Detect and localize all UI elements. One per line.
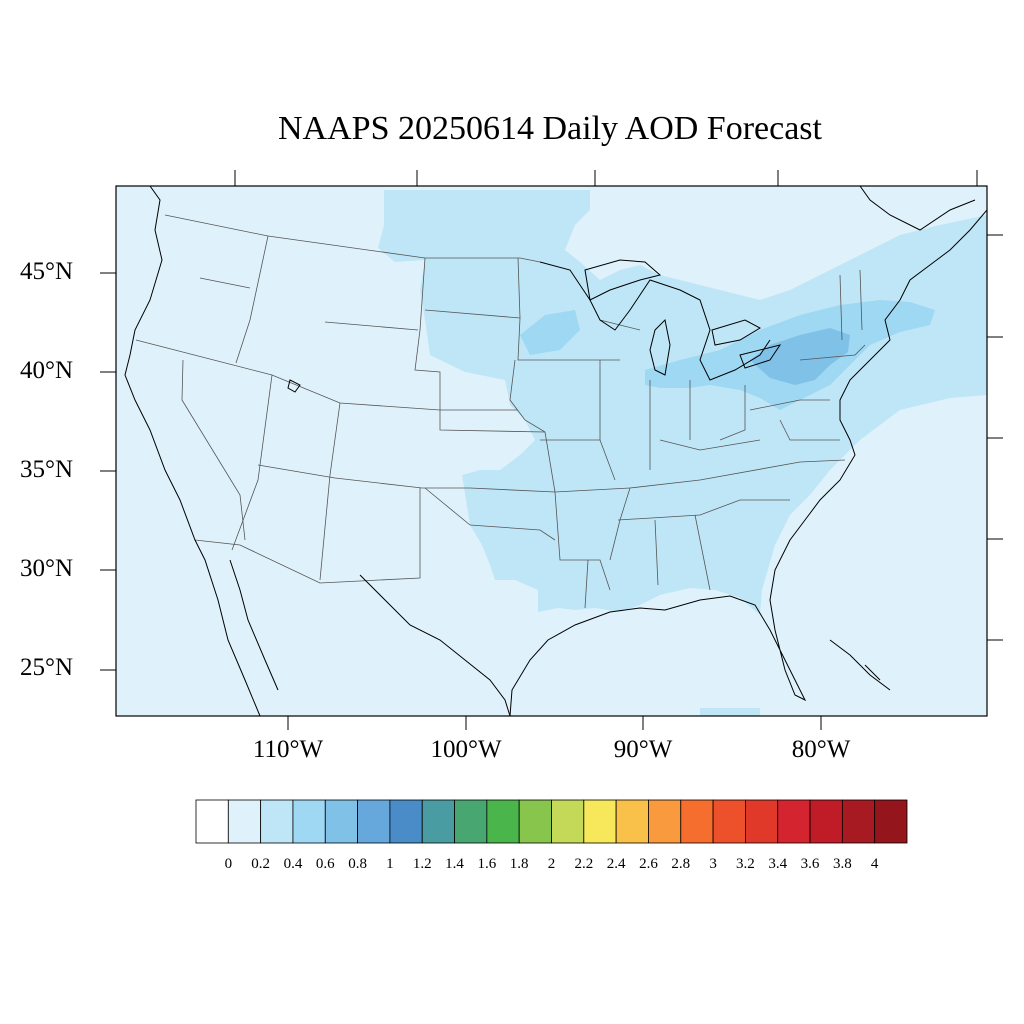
colorbar-swatch — [518, 799, 552, 844]
colorbar-label: 3.8 — [832, 856, 852, 872]
lon-label-110w: 110°W — [252, 736, 324, 763]
colorbar-swatch — [486, 799, 520, 844]
colorbar-swatch — [615, 799, 649, 844]
aod-region-light — [378, 190, 987, 615]
colorbar-swatch — [841, 799, 876, 844]
colorbar-label: 2.6 — [639, 856, 658, 872]
aod-region-high — [750, 328, 850, 385]
colorbar-label: 0.8 — [348, 856, 367, 872]
colorbar-swatch — [874, 799, 908, 844]
colorbar-swatch — [324, 799, 358, 844]
colorbar-swatch — [454, 799, 488, 844]
lat-label-45n: 45°N — [20, 258, 74, 285]
colorbar-label: 1 — [386, 856, 394, 872]
colorbar-swatch — [389, 799, 423, 844]
colorbar-swatch — [712, 799, 746, 844]
colorbar-label: 2.4 — [606, 856, 626, 872]
colorbar-swatch — [777, 799, 811, 844]
lat-label-30n: 30°N — [20, 555, 74, 582]
state-borders — [135, 214, 866, 609]
lon-label-90w: 90°W — [613, 736, 673, 763]
colorbar-swatch — [357, 799, 391, 844]
lat-label-35n: 35°N — [20, 456, 74, 483]
colorbar-swatch — [292, 799, 326, 844]
colorbar-label: 0.6 — [315, 856, 335, 872]
colorbar-label: 3 — [709, 856, 717, 872]
map-frame — [115, 185, 988, 717]
colorbar-label: 2.8 — [671, 856, 691, 872]
map-title: NAAPS 20250614 Daily AOD Forecast — [278, 110, 822, 147]
colorbar-swatch — [648, 799, 682, 844]
colorbar-label: 3.4 — [768, 856, 788, 872]
colorbar — [195, 799, 908, 844]
colorbar-label: 3.2 — [736, 856, 755, 872]
colorbar-label: 3.6 — [800, 856, 820, 872]
colorbar-swatch — [551, 799, 585, 844]
colorbar-label: 1.4 — [445, 856, 464, 872]
colorbar-swatch — [809, 799, 843, 844]
map-ticks — [100, 170, 1003, 730]
colorbar-label: 4 — [870, 856, 879, 872]
coastlines — [124, 186, 987, 716]
lat-label-40n: 40°N — [20, 357, 74, 384]
colorbar-swatch — [421, 799, 455, 844]
aod-region-medium — [520, 300, 935, 410]
colorbar-swatch — [227, 799, 262, 844]
colorbar-label: 0.2 — [251, 856, 270, 872]
lon-label-80w: 80°W — [791, 736, 851, 763]
colorbar-swatch — [680, 799, 714, 844]
colorbar-swatch — [195, 799, 229, 844]
colorbar-swatch — [583, 799, 617, 844]
colorbar-label: 0 — [224, 856, 233, 872]
colorbar-label: 1.8 — [509, 856, 529, 872]
colorbar-label: 1.2 — [412, 856, 432, 872]
colorbar-label: 0.4 — [283, 856, 303, 872]
colorbar-swatch — [745, 799, 779, 844]
lon-label-100w: 100°W — [430, 736, 502, 763]
colorbar-label: 1.6 — [477, 856, 497, 872]
aod-region-light-south — [700, 708, 760, 716]
colorbar-swatch — [260, 799, 294, 844]
colorbar-label: 2.2 — [574, 856, 594, 872]
lat-label-25n: 25°N — [20, 654, 74, 681]
colorbar-label: 2 — [547, 856, 556, 872]
